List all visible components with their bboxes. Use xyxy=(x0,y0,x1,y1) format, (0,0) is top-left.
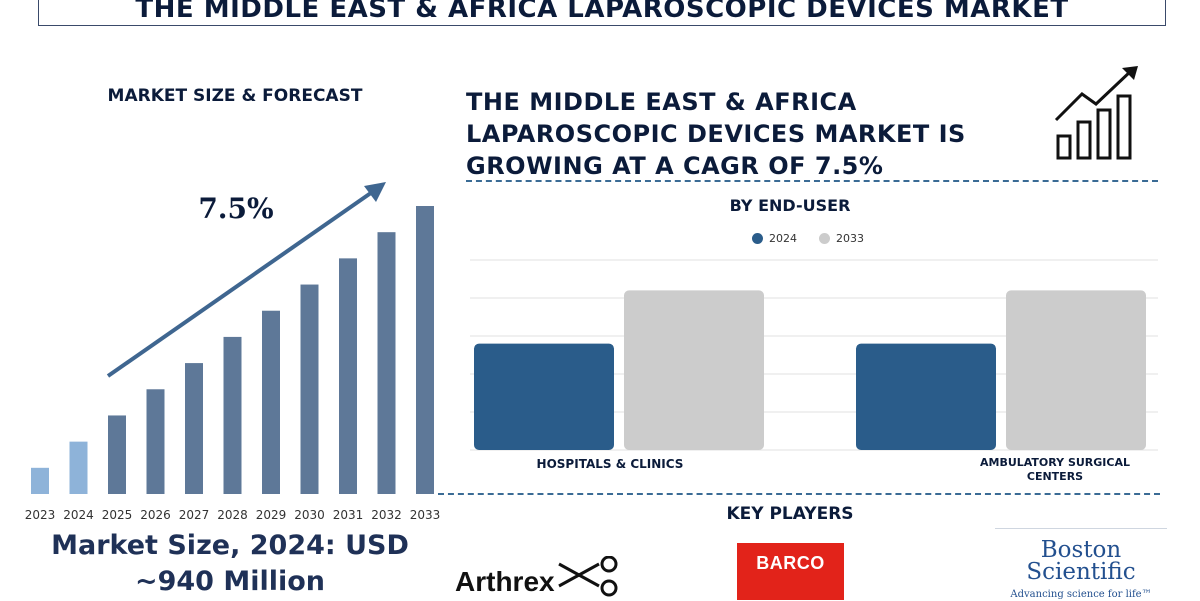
forecast-arrow-line xyxy=(106,186,380,378)
end-user-bar-2033-2 xyxy=(1006,290,1146,450)
barco-logo-text: BARCO xyxy=(756,553,825,573)
legend-label-2024: 2024 xyxy=(769,232,797,245)
forecast-arrow-head xyxy=(364,182,386,202)
market-size-text: Market Size, 2024: USD ~940 Million xyxy=(20,528,440,600)
year-tick-2024: 2024 xyxy=(63,508,94,522)
legend-dot-2024 xyxy=(752,233,763,244)
forecast-bar-2031 xyxy=(339,258,357,494)
growth-chart-icon xyxy=(1054,66,1138,160)
boston-logo-line2: Scientific xyxy=(1026,559,1136,585)
forecast-bar-2032 xyxy=(377,232,396,494)
year-tick-2027: 2027 xyxy=(179,508,210,522)
end-user-bar-2024-1 xyxy=(474,343,614,450)
arthrex-logo-text: Arthrex xyxy=(455,566,555,597)
boston-logo-tagline: Advancing science for life™ xyxy=(1010,589,1152,600)
cagr-annotation: 7.5% xyxy=(198,192,273,225)
forecast-bar-2028 xyxy=(223,336,242,494)
forecast-bar-2024 xyxy=(69,441,88,494)
year-tick-2028: 2028 xyxy=(217,508,248,522)
forecast-bar-2027 xyxy=(185,363,203,494)
market-size-line1: Market Size, 2024: USD xyxy=(51,530,409,561)
page-title-box: THE MIDDLE EAST & AFRICA LAPAROSCOPIC DE… xyxy=(38,0,1166,26)
market-size-heading: MARKET SIZE & FORECAST xyxy=(107,86,363,106)
year-tick-2025: 2025 xyxy=(102,508,133,522)
scissors-icon xyxy=(558,556,618,597)
boston-scientific-logo: Boston Scientific Advancing science for … xyxy=(995,528,1167,601)
headline-underline xyxy=(466,180,1158,182)
legend-label-2033: 2033 xyxy=(836,232,864,245)
forecast-bar-2023 xyxy=(31,467,49,494)
cagr-headline: THE MIDDLE EAST & AFRICA LAPAROSCOPIC DE… xyxy=(466,86,1026,182)
market-forecast-chart: 2023 2024 2025 2026 2027 2028 2029 2030 2031 2032… xyxy=(25,182,441,522)
headline-line3: GROWING AT A CAGR OF 7.5% xyxy=(466,152,884,180)
arthrex-logo: Arthrex xyxy=(455,556,625,600)
legend-item-2024: 2024 xyxy=(752,232,797,245)
end-user-bar-2024-2 xyxy=(856,343,996,450)
end-user-heading: BY END-USER xyxy=(729,196,851,215)
year-tick-2023: 2023 xyxy=(25,508,56,522)
chart-legend: 2024 2033 xyxy=(752,232,864,245)
key-players-heading: KEY PLAYERS xyxy=(726,504,854,524)
year-tick-2033: 2033 xyxy=(410,508,441,522)
category-label-2: AMBULATORY SURGICAL CENTERS xyxy=(980,456,1130,480)
section-divider xyxy=(438,493,1160,495)
year-tick-2031: 2031 xyxy=(333,508,364,522)
forecast-bar-2026 xyxy=(146,389,165,494)
forecast-bar-2025 xyxy=(108,415,126,494)
forecast-bar-2030 xyxy=(300,284,319,494)
boston-logo-line1: Boston xyxy=(1040,537,1122,563)
legend-dot-2033 xyxy=(819,233,830,244)
forecast-bar-2033 xyxy=(416,206,434,494)
headline-line1: THE MIDDLE EAST & AFRICA xyxy=(466,88,857,116)
end-user-chart: HOSPITALS & CLINICS AMBULATORY SURGICAL CE… xyxy=(470,259,1158,480)
year-tick-2029: 2029 xyxy=(256,508,287,522)
year-tick-2030: 2030 xyxy=(294,508,325,522)
barco-logo: BARCO xyxy=(737,543,844,600)
legend-item-2033: 2033 xyxy=(819,232,864,245)
forecast-bar-2029 xyxy=(262,310,280,494)
page-title: THE MIDDLE EAST & AFRICA LAPAROSCOPIC DE… xyxy=(135,0,1069,24)
end-user-bar-2033-1 xyxy=(624,290,764,450)
market-size-line2: ~940 Million xyxy=(134,566,326,597)
headline-line2: LAPAROSCOPIC DEVICES MARKET IS xyxy=(466,120,966,148)
year-tick-2032: 2032 xyxy=(371,508,402,522)
year-tick-2026: 2026 xyxy=(140,508,171,522)
category-label-1: HOSPITALS & CLINICS xyxy=(537,457,684,471)
